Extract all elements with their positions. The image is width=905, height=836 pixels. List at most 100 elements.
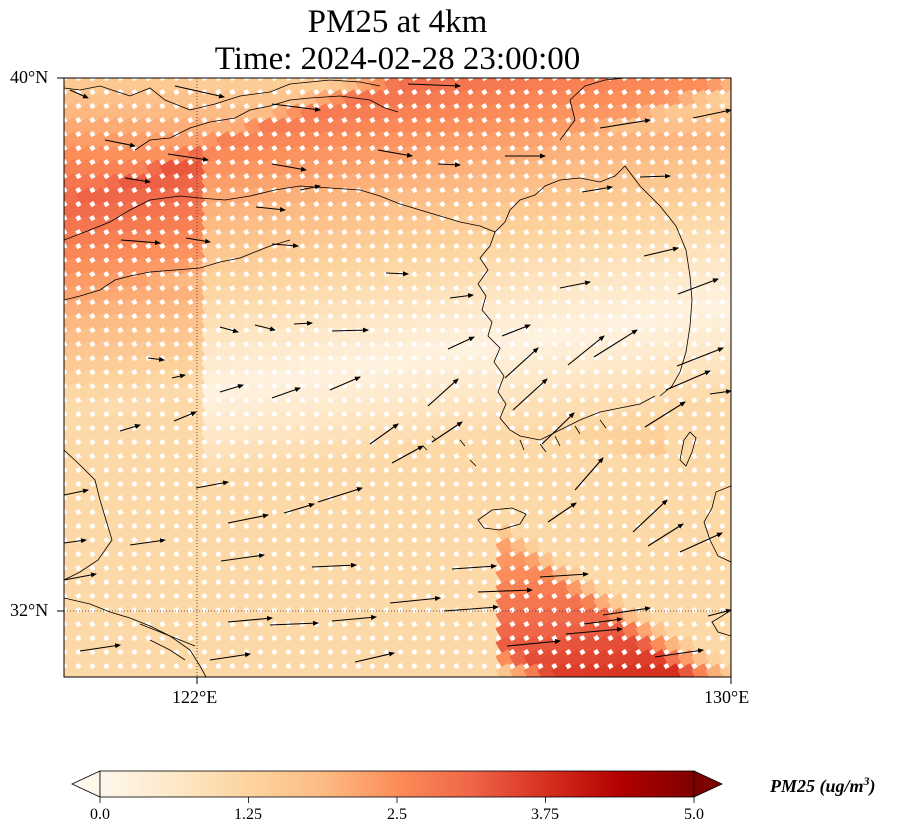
pm25-cell [117,453,138,474]
pm25-cell [215,523,236,544]
pm25-cell [64,551,82,572]
pm25-cell [117,383,138,404]
pm25-cell [271,523,292,544]
pm25-cell [341,229,362,250]
pm25-cell [425,579,446,600]
pm25-cell [439,229,460,250]
pm25-cell [369,201,390,222]
pm25-cell [103,243,124,264]
pm25-cell [551,243,572,264]
pm25-cell [411,243,432,264]
pm25-cell [705,327,726,348]
pm25-cell [187,635,208,656]
pm25-cell [439,103,460,124]
pm25-cell [64,355,82,376]
pm25-cell [705,285,726,306]
pm25-cell [64,89,82,110]
pm25-cell [131,677,151,697]
pm25-cell [565,551,586,572]
pm25-cell [159,663,180,677]
pm25-cell [523,453,544,474]
pm25-cell [89,397,110,418]
pm25-cell [411,369,432,390]
pm25-cell [327,327,348,348]
pm25-cell [607,159,628,180]
pm25-cell [607,635,628,656]
pm25-cell [103,89,124,110]
pm25-cell [369,341,390,362]
pm25-cell [75,341,96,362]
pm25-cell [719,215,731,236]
pm25-cell [565,229,586,250]
pm25-cell [397,439,418,460]
pm25-cell [705,411,726,432]
pm25-cell [64,495,82,516]
pm25-cell [103,131,124,152]
pm25-cell [131,327,152,348]
pm25-cell [229,537,250,558]
pm25-cell [439,439,460,460]
pm25-cell [215,173,236,194]
pm25-cell [495,677,515,697]
pm25-cell [551,467,572,488]
pm25-cell [145,145,166,166]
pm25-cell [551,145,572,166]
pm25-cell [341,411,362,432]
pm25-cell [369,635,390,656]
pm25-cell [467,159,488,180]
pm25-cell [467,635,488,656]
pm25-cell [537,635,558,656]
pm25-cell [131,467,152,488]
pm25-cell [733,89,753,109]
pm25-cell [145,453,166,474]
pm25-cell [117,551,138,572]
pm25-cell [243,117,264,138]
pm25-cell [649,271,670,292]
pm25-cell [173,313,194,334]
pm25-cell [621,565,642,586]
pm25-cell [257,78,278,96]
pm25-cell [565,621,586,642]
pm25-cell [75,131,96,152]
pm25-cell [75,565,96,586]
pm25-cell [229,229,250,250]
pm25-cell [355,677,375,697]
pm25-cell [64,131,82,152]
pm25-cell [495,173,516,194]
pm25-cell [159,299,180,320]
pm25-cell [327,285,348,306]
pm25-cell [285,271,306,292]
pm25-cell [369,383,390,404]
pm25-cell [383,257,404,278]
pm25-cell [215,411,236,432]
pm25-cell [397,621,418,642]
pm25-cell [75,117,96,138]
pm25-cell [341,565,362,586]
pm25-cell [103,495,124,516]
pm25-cell [341,621,362,642]
pm25-cell [425,243,446,264]
pm25-cell [733,131,753,151]
pm25-cell [355,481,376,502]
pm25-cell [75,313,96,334]
pm25-cell [719,243,731,264]
pm25-cell [215,579,236,600]
pm25-cell [579,173,600,194]
map-frame [63,77,732,678]
pm25-cell [383,565,404,586]
pm25-cell [215,271,236,292]
pm25-cell [341,537,362,558]
pm25-cell [285,243,306,264]
pm25-cell [173,495,194,516]
pm25-cell [509,579,530,600]
pm25-cell [145,663,166,677]
pm25-cell [537,89,558,110]
pm25-cell [313,355,334,376]
pm25-cell [579,467,600,488]
pm25-cell [635,103,656,124]
pm25-cell [117,593,138,614]
pm25-cell [509,187,530,208]
pm25-cell [285,453,306,474]
pm25-cell [551,257,572,278]
pm25-cell [565,341,586,362]
